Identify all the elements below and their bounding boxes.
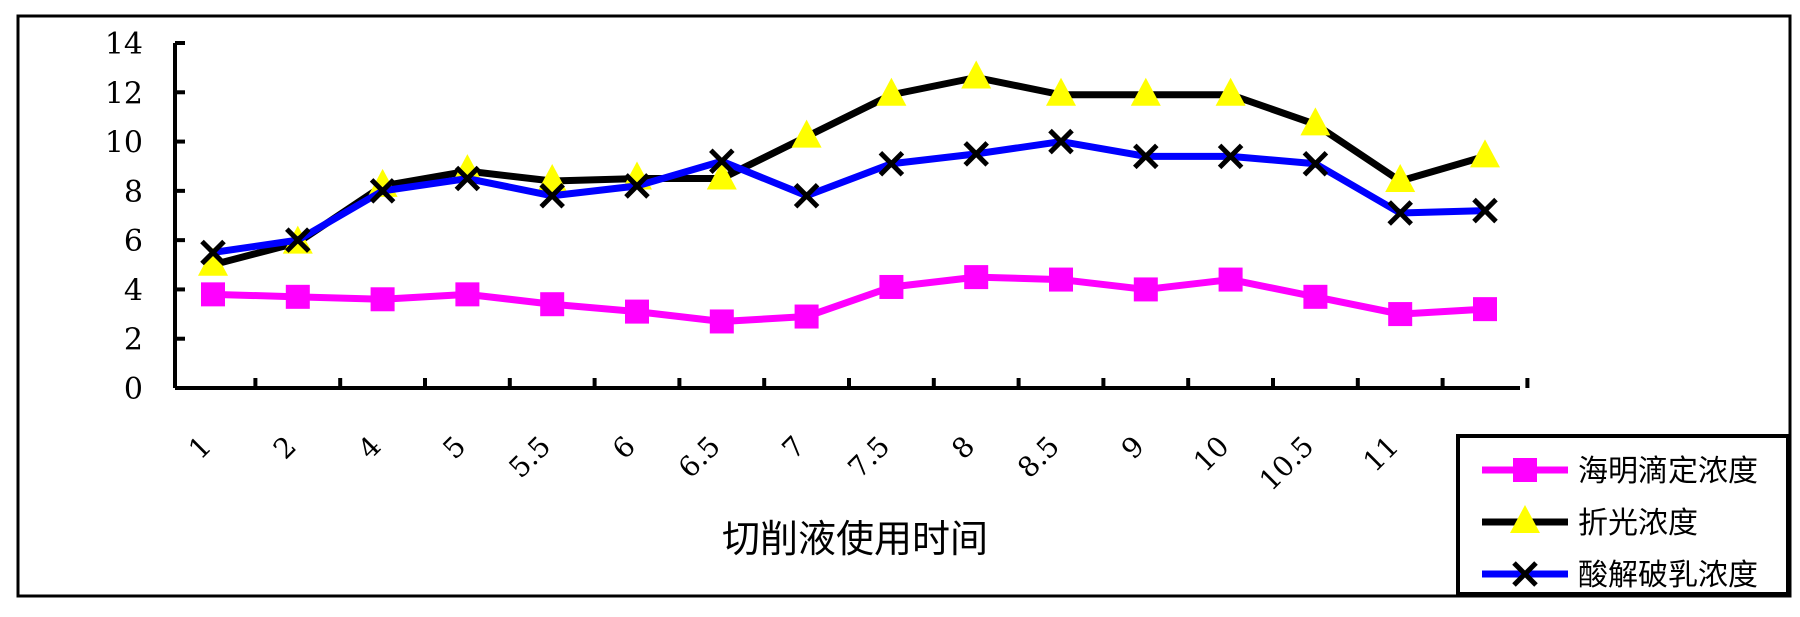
data-point bbox=[1130, 77, 1161, 106]
data-point bbox=[1133, 143, 1159, 170]
data-point bbox=[793, 183, 820, 209]
y-tick-label: 8 bbox=[124, 175, 143, 210]
data-point bbox=[370, 287, 395, 312]
data-point bbox=[878, 150, 905, 177]
data-point bbox=[963, 141, 989, 167]
legend-marker bbox=[1513, 458, 1537, 482]
data-point bbox=[964, 265, 989, 290]
data-point bbox=[198, 247, 228, 276]
data-point bbox=[1470, 139, 1500, 168]
legend-marker bbox=[1512, 561, 1538, 587]
data-point bbox=[709, 148, 735, 175]
data-point bbox=[455, 282, 480, 307]
data-point bbox=[200, 239, 226, 266]
legend-item: 酸解破乳浓度 bbox=[1482, 558, 1758, 593]
data-point bbox=[1215, 77, 1246, 106]
data-point bbox=[452, 154, 483, 183]
legend-label: 酸解破乳浓度 bbox=[1578, 558, 1758, 593]
series-line bbox=[212, 138, 1486, 256]
data-point bbox=[876, 77, 907, 106]
data-point bbox=[1048, 128, 1074, 155]
data-point bbox=[1303, 284, 1328, 309]
x-axis-label: 切削液使用时间 bbox=[722, 517, 988, 561]
data-point bbox=[1046, 77, 1076, 106]
data-point bbox=[1218, 267, 1243, 292]
data-point bbox=[624, 173, 650, 199]
legend-item: 折光浓度 bbox=[1482, 505, 1698, 541]
data-point bbox=[1385, 164, 1416, 192]
data-point bbox=[201, 282, 225, 307]
y-tick-label: 6 bbox=[124, 224, 143, 259]
data-point bbox=[879, 274, 904, 299]
series-1 bbox=[201, 265, 1497, 334]
y-tick-label: 14 bbox=[105, 27, 143, 62]
data-point bbox=[285, 227, 311, 253]
data-point bbox=[794, 304, 819, 329]
data-point bbox=[1387, 200, 1413, 226]
legend-label: 折光浓度 bbox=[1578, 506, 1698, 541]
y-tick-label: 0 bbox=[124, 372, 143, 407]
data-point bbox=[539, 183, 565, 209]
data-point bbox=[709, 309, 734, 334]
y-tick-label: 12 bbox=[105, 76, 143, 111]
series-layer bbox=[198, 60, 1500, 334]
data-point bbox=[285, 284, 310, 309]
data-point bbox=[1302, 150, 1329, 177]
data-point bbox=[1300, 107, 1331, 136]
series-line bbox=[212, 74, 1486, 269]
series-3 bbox=[200, 128, 1498, 266]
series-line bbox=[212, 273, 1486, 325]
data-point bbox=[540, 292, 565, 317]
data-point bbox=[706, 161, 737, 190]
data-point bbox=[1217, 143, 1244, 170]
data-point bbox=[1049, 267, 1073, 292]
y-tick-label: 2 bbox=[124, 323, 143, 358]
data-point bbox=[1473, 297, 1497, 322]
y-tick-label: 4 bbox=[124, 273, 143, 308]
data-point bbox=[1388, 302, 1413, 327]
data-point bbox=[625, 299, 649, 324]
data-point bbox=[1472, 197, 1498, 224]
legend-item: 海明滴定浓度 bbox=[1482, 454, 1758, 489]
legend-label: 海明滴定浓度 bbox=[1578, 454, 1758, 489]
data-point bbox=[1133, 277, 1158, 302]
data-point bbox=[961, 60, 992, 89]
data-point bbox=[791, 119, 822, 148]
data-point bbox=[369, 178, 396, 204]
data-point bbox=[454, 165, 481, 192]
y-tick-label: 10 bbox=[105, 126, 143, 161]
legend-marker bbox=[1510, 505, 1540, 533]
